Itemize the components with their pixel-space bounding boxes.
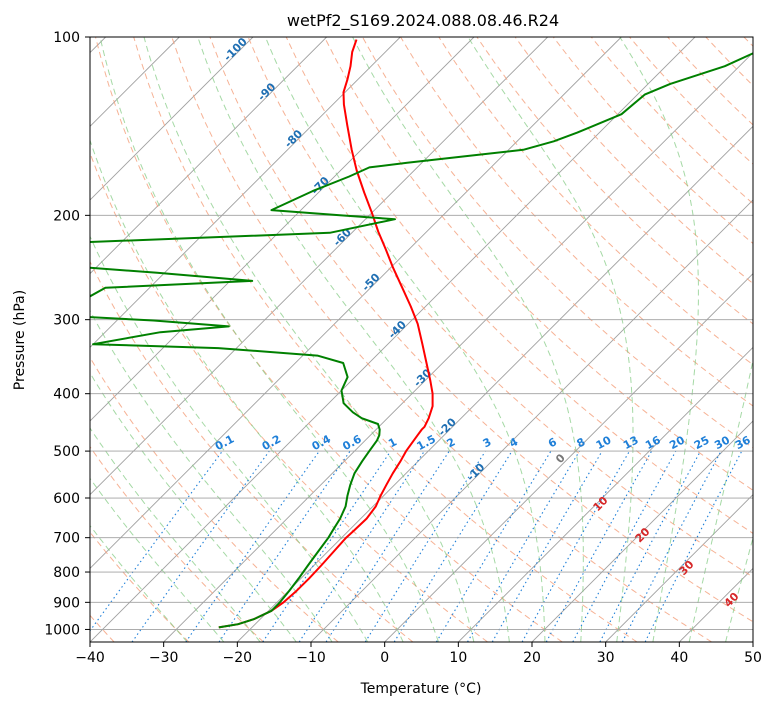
isotherm: [458, 37, 775, 642]
isotherm: [0, 37, 474, 642]
mixing-ratio-line: [82, 451, 223, 642]
isotherm: [0, 37, 327, 642]
mixing-ratio-line: [522, 451, 629, 642]
y-tick-label: 500: [53, 444, 80, 460]
mixing-ratio-label: 30: [712, 433, 732, 452]
dry-adiabat: [744, 37, 775, 642]
dry-adiabat: [706, 37, 775, 642]
moist-adiabat: [4, 37, 333, 642]
moist-adiabat: [762, 37, 775, 642]
moist-adiabat: [0, 37, 187, 642]
chart-title: wetPf2_S169.2024.088.08.46.R24: [287, 11, 559, 31]
x-tick-label: 20: [523, 650, 541, 666]
x-tick-label: 10: [449, 650, 467, 666]
dry-adiabat: [668, 37, 775, 642]
mixing-ratio-label: 0.1: [213, 432, 236, 453]
mixing-ratio-label: 2: [445, 435, 458, 450]
x-tick-label: −10: [296, 650, 326, 666]
dry-adiabat-label: -20: [436, 415, 459, 438]
mixing-ratio-line: [394, 451, 512, 642]
x-tick-label: 0: [380, 650, 389, 666]
isotherm: [532, 37, 775, 642]
moist-adiabat: [726, 37, 775, 642]
y-tick-label: 800: [53, 565, 80, 581]
mixing-ratio-label: 0.6: [340, 432, 364, 453]
isotherm: [164, 37, 769, 642]
mixing-ratio-label: 4: [507, 435, 520, 450]
mixing-ratio-label: 10: [594, 433, 614, 452]
y-tick-label: 200: [53, 208, 80, 224]
y-tick-label: 600: [53, 491, 80, 507]
dry-adiabat: [439, 37, 775, 642]
mixing-ratio-label: 16: [643, 433, 663, 452]
x-axis-label: Temperature (°C): [360, 681, 482, 697]
x-tick-label: 30: [597, 650, 615, 666]
moist-adiabat-label: 0: [553, 451, 568, 466]
dry-adiabat: [19, 37, 413, 642]
x-tick-label: −40: [75, 650, 105, 666]
dewpoint-profile: [56, 37, 775, 627]
x-tick-label: −30: [149, 650, 179, 666]
mixing-ratio-label: 13: [621, 433, 641, 452]
isotherm: [679, 37, 775, 642]
moist-adiabat: [0, 37, 296, 642]
x-tick-label: −20: [223, 650, 253, 666]
moist-adiabat: [0, 37, 260, 642]
dry-adiabat-label: -10: [464, 460, 487, 483]
y-tick-label: 400: [53, 387, 80, 403]
moist-adiabat-label: 10: [591, 494, 611, 514]
mixing-ratio-line: [645, 451, 742, 642]
moist-adiabat-label: 20: [632, 525, 652, 545]
mixing-ratio-label: 20: [667, 433, 687, 452]
moist-adiabat: [0, 37, 224, 642]
mixing-ratio-label: 1: [386, 435, 399, 450]
x-tick-label: 40: [670, 650, 688, 666]
isotherm: [0, 37, 548, 642]
dry-adiabat: [591, 37, 775, 642]
mixing-ratio-line: [219, 451, 350, 642]
dry-adiabat: [0, 37, 189, 642]
dry-adiabat-label: -90: [255, 80, 278, 103]
dry-adiabat: [134, 37, 637, 642]
mixing-ratio-line: [263, 451, 391, 642]
isotherm: [753, 37, 775, 642]
mixing-ratio-label: 0.2: [260, 433, 283, 454]
moist-adiabat: [468, 37, 633, 642]
dry-adiabat: [515, 37, 775, 642]
dry-adiabat: [0, 37, 338, 642]
mixing-ratio-line: [365, 451, 485, 642]
x-tick-label: 50: [744, 650, 762, 666]
moist-adiabat: [689, 37, 775, 642]
moist-adiabat: [100, 37, 439, 642]
mixing-ratio-line: [600, 451, 701, 642]
mixing-ratio-line: [326, 451, 449, 642]
y-tick-label: 1000: [44, 622, 80, 638]
dry-adiabat-label: -50: [359, 270, 382, 293]
dry-adiabat: [172, 37, 712, 642]
mixing-ratio-label: 8: [575, 435, 588, 450]
dry-adiabat: [0, 37, 264, 642]
dry-adiabat-label: -80: [282, 127, 305, 150]
dry-adiabat-label: -40: [386, 318, 409, 341]
mixing-ratio-line: [573, 451, 676, 642]
y-tick-label: 700: [53, 531, 80, 547]
isotherm: [0, 37, 400, 642]
isobars: [90, 37, 753, 629]
mixing-ratio-line: [299, 451, 424, 642]
mixing-ratio-line: [546, 451, 651, 642]
y-tick-label: 900: [53, 595, 80, 611]
profiles: [56, 37, 775, 627]
y-axis-label: Pressure (hPa): [12, 290, 28, 390]
moist-adiabat-label: 30: [677, 558, 697, 578]
dry-adiabat-label: -100: [221, 35, 250, 64]
mixing-ratio-line: [132, 451, 269, 642]
y-tick-label: 100: [53, 30, 80, 46]
mixing-ratio-label: 3: [481, 435, 494, 450]
y-tick-label: 300: [53, 313, 80, 329]
mixing-ratio-label: 6: [546, 435, 559, 450]
isotherm: [385, 37, 775, 642]
